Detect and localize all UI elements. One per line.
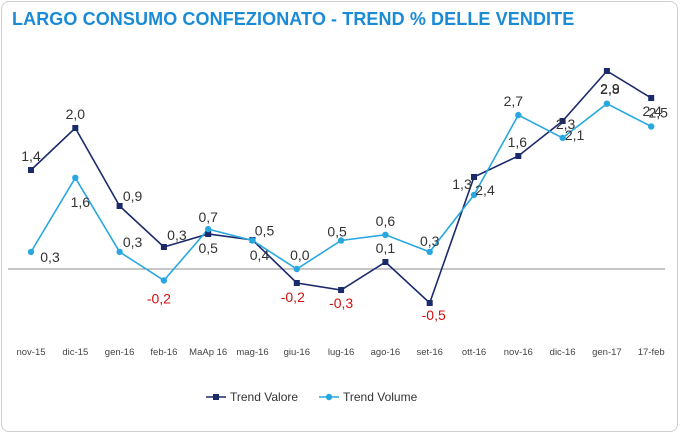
data-label-trend-valore-nov-15: 1,4 bbox=[21, 148, 41, 164]
data-label-trend-volume-nov-15: 0,3 bbox=[40, 249, 60, 265]
point-trend-volume-dic-16 bbox=[559, 134, 566, 142]
data-label-trend-volume-feb-16: -0,2 bbox=[147, 290, 171, 306]
point-trend-volume-feb-16 bbox=[160, 277, 168, 284]
point-trend-valore-ott-16 bbox=[471, 174, 477, 180]
legend-valore-marker bbox=[213, 394, 219, 400]
legend-volume-marker bbox=[325, 393, 333, 401]
data-label-trend-volume-dic-15: 1,6 bbox=[71, 194, 91, 210]
data-label-trend-valore-mag-16: 0,4 bbox=[250, 247, 270, 263]
point-trend-volume-lug-16 bbox=[337, 237, 345, 244]
point-trend-volume-nov-15 bbox=[27, 248, 35, 256]
point-trend-volume-set-16 bbox=[426, 248, 433, 256]
point-trend-volume-dic-15 bbox=[72, 174, 79, 181]
x-tick-label: 17-feb bbox=[638, 347, 665, 358]
data-label-trend-valore-dic-16: 2,1 bbox=[565, 127, 585, 143]
data-label-trend-valore-giu-16: -0,2 bbox=[281, 289, 305, 305]
data-label-trend-volume-MaAp 16: 0,7 bbox=[198, 209, 218, 225]
point-trend-valore-dic-16 bbox=[559, 118, 566, 124]
data-label-trend-volume-mag-16: 0,5 bbox=[255, 223, 275, 239]
point-trend-volume-gen-17 bbox=[603, 100, 611, 107]
point-trend-valore-17-feb bbox=[648, 95, 655, 101]
data-label-trend-volume-17-feb: 2,5 bbox=[648, 105, 668, 121]
point-trend-volume-gen-16 bbox=[116, 248, 123, 256]
x-tick-label: dic-16 bbox=[550, 347, 576, 358]
data-label-trend-valore-lug-16: -0,3 bbox=[329, 295, 353, 311]
x-tick-label: mag-16 bbox=[236, 347, 268, 358]
x-tick-label: gen-16 bbox=[105, 347, 135, 358]
data-label-trend-valore-17-feb: 2,4 bbox=[642, 103, 662, 119]
legend-volume-label: Trend Volume bbox=[343, 390, 418, 404]
chart-legend: Trend Valore Trend Volume bbox=[206, 390, 418, 404]
point-trend-valore-dic-15 bbox=[72, 125, 79, 131]
point-trend-volume-MaAp 16 bbox=[205, 225, 212, 233]
data-label-trend-volume-dic-16: 2,3 bbox=[556, 116, 576, 132]
data-label-trend-volume-giu-16: 0,0 bbox=[290, 247, 310, 263]
x-tick-label: dic-15 bbox=[62, 347, 88, 358]
data-label-trend-valore-nov-16: 1,6 bbox=[508, 134, 528, 150]
chart-title: LARGO CONSUMO CONFEZIONATO - TREND % DEL… bbox=[12, 9, 575, 29]
x-tick-label: gen-17 bbox=[592, 347, 622, 358]
data-label-trend-volume-gen-17: 2,9 bbox=[600, 81, 620, 97]
data-label-trend-valore-ott-16: 2,4 bbox=[475, 182, 495, 198]
data-label-trend-valore-feb-16: 0,3 bbox=[167, 227, 187, 243]
data-label-trend-volume-nov-16: 2,7 bbox=[504, 93, 524, 109]
x-tick-label: MaAp 16 bbox=[189, 347, 227, 358]
data-label-trend-valore-dic-15: 2,0 bbox=[66, 106, 86, 122]
point-trend-valore-gen-17 bbox=[603, 68, 610, 74]
point-trend-volume-mag-16 bbox=[249, 237, 256, 244]
series-line-trend-valore bbox=[30, 69, 652, 305]
point-trend-valore-ago-16 bbox=[382, 259, 389, 265]
point-trend-valore-feb-16 bbox=[160, 244, 167, 250]
x-tick-label: ago-16 bbox=[371, 347, 401, 358]
point-trend-valore-set-16 bbox=[426, 300, 433, 306]
data-label-trend-volume-ott-16: 1,3 bbox=[452, 176, 472, 192]
legend-valore-label: Trend Valore bbox=[230, 390, 298, 404]
data-label-trend-valore-MaAp 16: 0,5 bbox=[198, 240, 218, 256]
x-tick-label: lug-16 bbox=[328, 347, 354, 358]
data-label-trend-valore-set-16: -0,5 bbox=[422, 307, 446, 323]
point-trend-volume-ago-16 bbox=[382, 231, 389, 238]
point-trend-valore-gen-16 bbox=[116, 203, 123, 209]
x-tick-label: ott-16 bbox=[462, 347, 486, 358]
point-trend-valore-nov-15 bbox=[28, 167, 34, 173]
point-trend-valore-lug-16 bbox=[338, 287, 345, 293]
data-label-trend-volume-ago-16: 0,6 bbox=[376, 213, 396, 229]
data-label-trend-valore-gen-17: 2,8 bbox=[600, 81, 620, 97]
point-trend-valore-MaAp 16 bbox=[205, 231, 212, 237]
point-trend-volume-nov-16 bbox=[515, 111, 522, 119]
x-tick-label: giu-16 bbox=[284, 347, 310, 358]
data-label-trend-volume-gen-16: 0,3 bbox=[123, 234, 143, 250]
point-trend-valore-nov-16 bbox=[515, 153, 522, 159]
x-tick-label: nov-16 bbox=[504, 347, 533, 358]
data-label-trend-volume-set-16: 0,3 bbox=[420, 233, 440, 249]
data-label-trend-valore-gen-16: 0,9 bbox=[123, 188, 143, 204]
point-trend-volume-ott-16 bbox=[470, 191, 478, 199]
data-label-trend-volume-lug-16: 0,5 bbox=[327, 224, 347, 240]
point-trend-volume-17-feb bbox=[648, 123, 655, 130]
x-tick-label: feb-16 bbox=[150, 347, 177, 358]
x-tick-label: set-16 bbox=[416, 347, 442, 358]
point-trend-volume-giu-16 bbox=[293, 265, 300, 273]
point-trend-valore-giu-16 bbox=[293, 280, 300, 286]
x-tick-label: nov-15 bbox=[16, 347, 45, 358]
data-label-trend-valore-ago-16: 0,1 bbox=[376, 240, 396, 256]
